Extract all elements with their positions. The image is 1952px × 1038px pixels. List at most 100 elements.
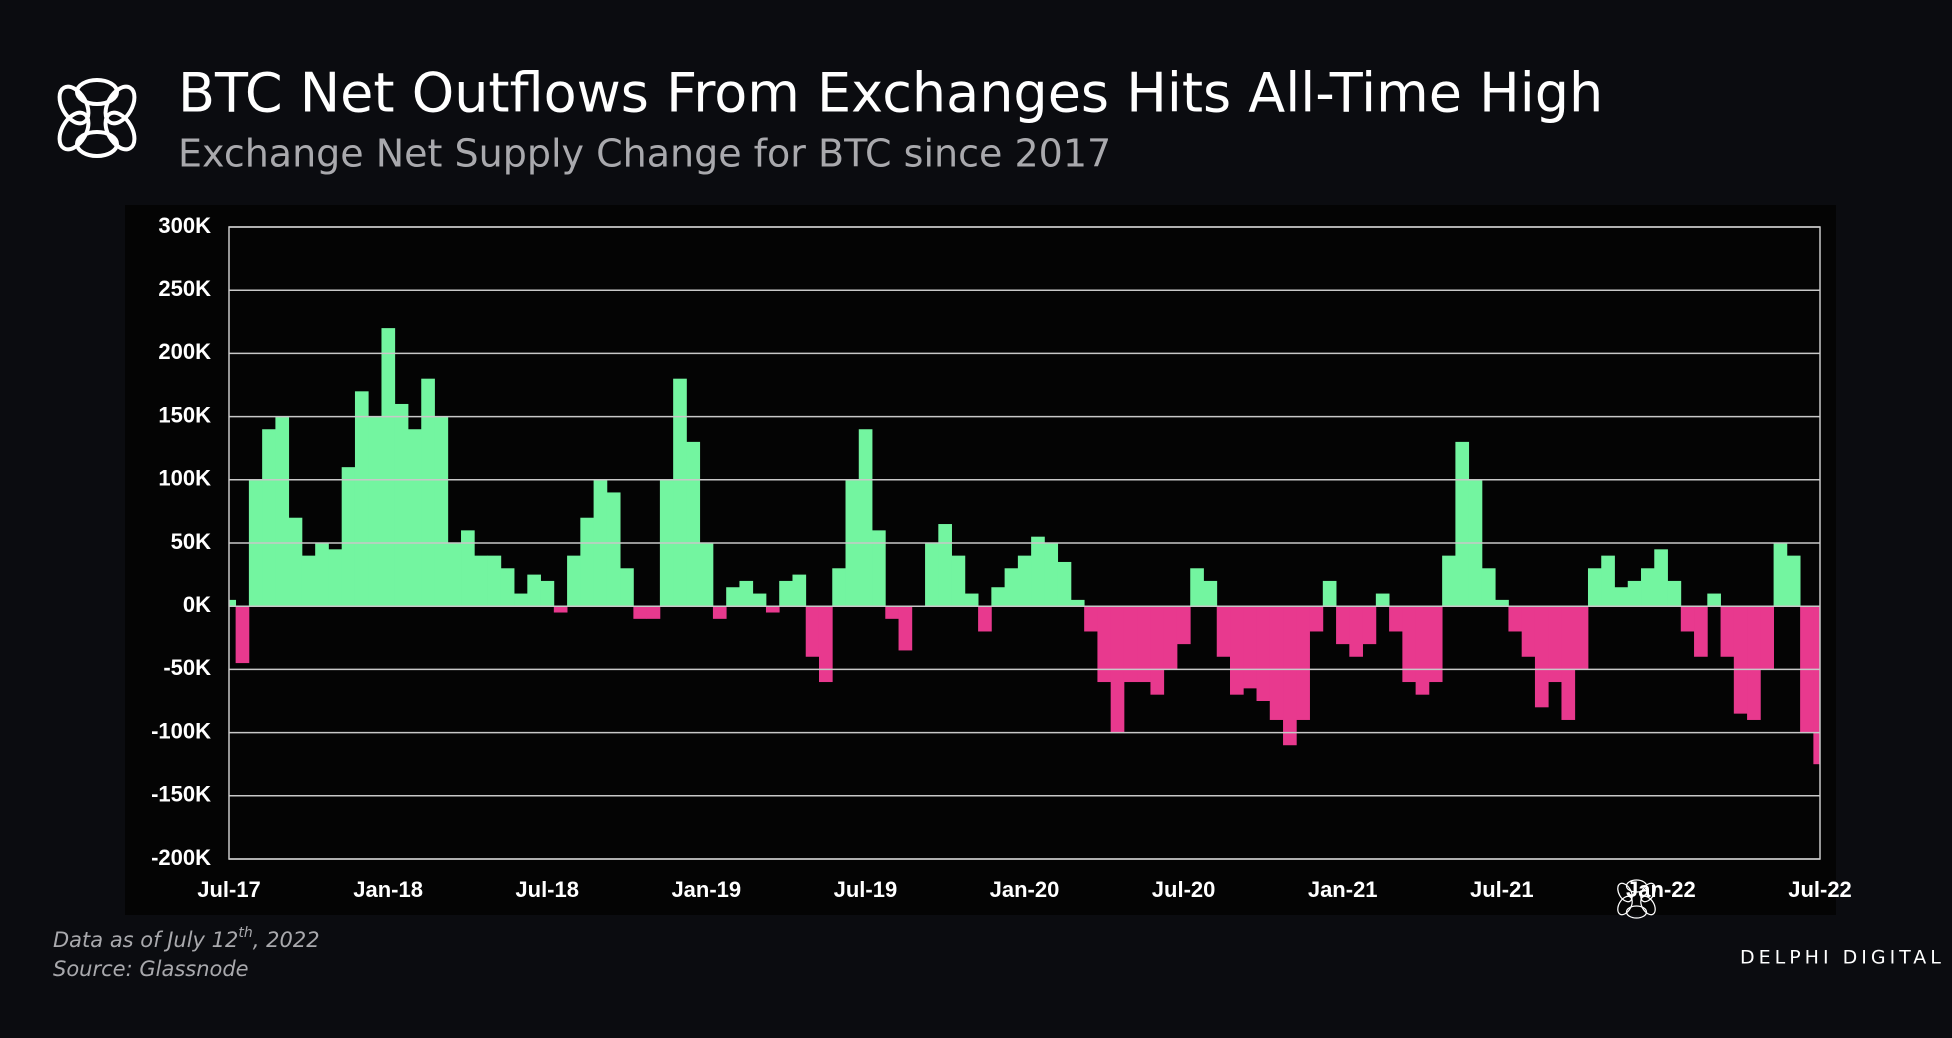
bar [1296, 606, 1310, 720]
bar [315, 543, 329, 607]
bar [1269, 606, 1284, 720]
bar [1455, 441, 1470, 607]
bar [633, 606, 648, 619]
x-tick-label: Jul-22 [1788, 877, 1852, 902]
bar [951, 555, 966, 607]
bar [1574, 606, 1589, 670]
footnote-text: , 2022 [253, 928, 320, 952]
x-tick-label: Jul-17 [197, 877, 261, 902]
bar [1216, 606, 1231, 657]
bar [447, 543, 462, 607]
bar [500, 568, 515, 607]
x-tick-label: Jul-20 [1152, 877, 1216, 902]
y-tick-label: -150K [151, 782, 211, 807]
bar [606, 492, 621, 607]
x-tick-label: Jul-19 [834, 877, 898, 902]
bar [1375, 593, 1390, 607]
bar [1747, 606, 1761, 720]
plot-border [228, 226, 1821, 860]
bar [739, 580, 754, 607]
y-tick-label: 250K [158, 276, 211, 301]
x-tick-label: Jan-19 [671, 877, 741, 902]
bar [1031, 536, 1045, 607]
bar [1322, 580, 1337, 607]
bar [1813, 606, 1821, 765]
bar [407, 429, 422, 607]
y-tick-label: 100K [158, 466, 211, 491]
bar [1680, 606, 1695, 632]
source: Source: Glassnode [53, 957, 249, 981]
bar [1667, 580, 1682, 607]
bar [1057, 561, 1072, 607]
bar [580, 517, 595, 607]
x-tick-label: Jan-21 [1308, 877, 1378, 902]
bar [779, 580, 793, 607]
bar [1733, 606, 1748, 714]
bar [1402, 606, 1417, 683]
x-tick-label: Jan-18 [353, 877, 423, 902]
bar [1495, 599, 1509, 607]
bar [474, 555, 488, 607]
bar [1614, 587, 1629, 607]
bar [712, 606, 727, 619]
bar [553, 606, 568, 613]
bar [686, 441, 701, 607]
bar [991, 587, 1006, 607]
bar [1150, 606, 1165, 695]
y-tick-label: 300K [158, 213, 211, 238]
bar [1587, 568, 1602, 607]
logo [57, 78, 137, 158]
bar [394, 403, 409, 607]
x-tick-label: Jul-18 [515, 877, 579, 902]
bar [726, 587, 740, 607]
bar [1428, 606, 1443, 683]
bar [1773, 543, 1788, 607]
bar [1627, 580, 1642, 607]
bar [978, 606, 992, 632]
bar [1362, 606, 1377, 645]
footnote-text: Data as of July 12 [53, 928, 238, 952]
bar [1508, 606, 1523, 632]
bar [341, 467, 356, 607]
footnote: Data as of July 12th, 2022 [53, 925, 320, 952]
bar [1654, 549, 1668, 607]
bar [1137, 606, 1151, 683]
chart-title: BTC Net Outflows From Exchanges Hits All… [178, 62, 1603, 125]
bar [938, 524, 952, 607]
bar [858, 429, 873, 607]
bar [487, 555, 502, 607]
bar [1415, 606, 1430, 695]
y-tick-label: -100K [151, 718, 211, 743]
bar [1442, 555, 1456, 607]
y-tick-label: 200K [158, 339, 211, 364]
bar [514, 593, 528, 607]
bar [1084, 606, 1098, 632]
bar [328, 549, 343, 607]
bar [1004, 568, 1019, 607]
bar [792, 574, 807, 607]
x-tick-label: Jan-22 [1626, 877, 1696, 902]
bar [818, 606, 833, 683]
bar [1097, 606, 1112, 683]
bar [805, 606, 820, 657]
footnote-superscript: th [238, 925, 252, 941]
bar [1720, 606, 1735, 657]
bar [765, 606, 780, 613]
bar [235, 606, 250, 664]
bar [368, 416, 382, 607]
bar [1641, 568, 1655, 607]
bar [421, 378, 435, 607]
bar [1694, 606, 1708, 657]
bar [1534, 606, 1549, 708]
bar [1123, 606, 1138, 683]
bar [262, 429, 276, 607]
bar [832, 568, 846, 607]
bar [699, 543, 714, 607]
bar [1481, 568, 1496, 607]
bar [1070, 599, 1085, 607]
chart-subtitle: Exchange Net Supply Change for BTC since… [178, 132, 1111, 176]
bar [673, 378, 687, 607]
bar [1017, 555, 1032, 607]
